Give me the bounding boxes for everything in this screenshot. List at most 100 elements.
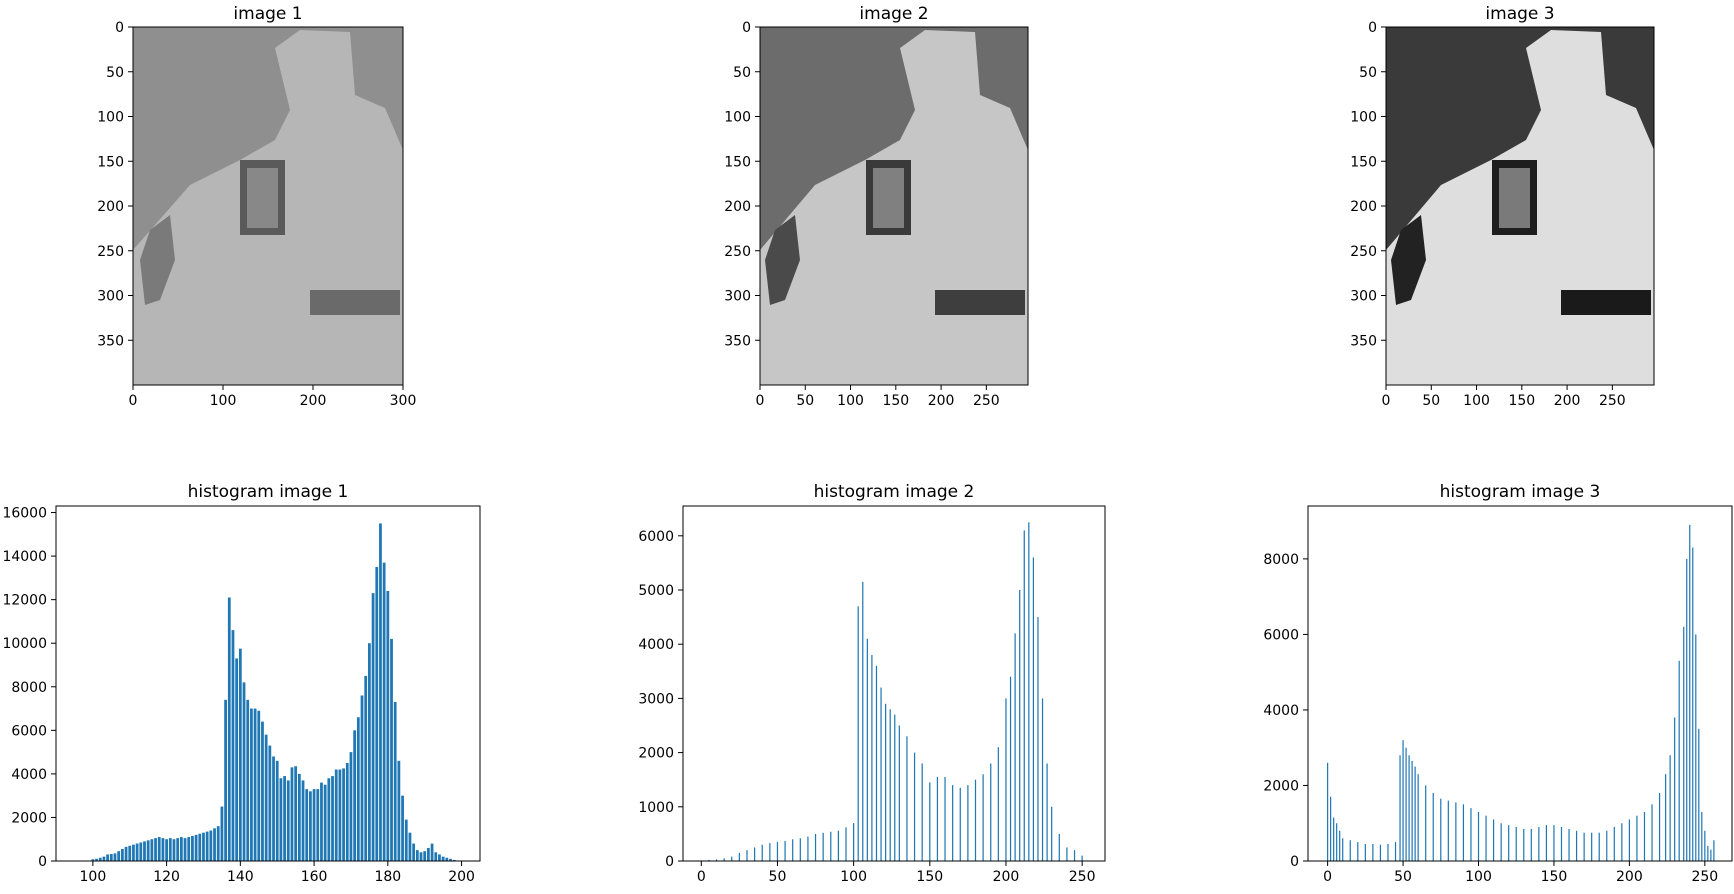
histogram-3-bar bbox=[1330, 796, 1332, 861]
histogram-1-bar bbox=[146, 840, 150, 861]
image-3-x-tick-label: 50 bbox=[1422, 393, 1440, 409]
histogram-3-bar bbox=[1432, 793, 1434, 861]
histogram-3-bar bbox=[1575, 830, 1578, 861]
histogram-1-bar bbox=[419, 852, 423, 861]
histogram-1-bar bbox=[360, 695, 364, 861]
histogram-1-bar bbox=[309, 791, 312, 861]
histogram-1-bar bbox=[227, 597, 231, 861]
histogram-3-bar bbox=[1399, 755, 1401, 861]
histogram-1-bar bbox=[91, 859, 95, 861]
image-1-x-tick-label: 200 bbox=[300, 393, 327, 409]
histogram-1-bar bbox=[113, 853, 117, 861]
histogram-2-x-tick-label: 0 bbox=[697, 869, 706, 885]
histogram-2-x-tick-label: 150 bbox=[916, 869, 943, 885]
histogram-3-bar bbox=[1628, 819, 1630, 861]
histogram-1-bar bbox=[268, 745, 272, 861]
histogram-1-bar bbox=[187, 837, 191, 861]
histogram-3-bar bbox=[1327, 762, 1329, 861]
image-3-y-tick-label: 0 bbox=[1368, 20, 1377, 36]
histogram-1-bar bbox=[157, 837, 161, 861]
histogram-3-x-tick-label: 250 bbox=[1691, 869, 1718, 885]
histogram-3-x-tick-label: 50 bbox=[1394, 869, 1412, 885]
histogram-1-x-tick-label: 180 bbox=[374, 869, 401, 885]
histogram-2-bar bbox=[792, 839, 794, 861]
histogram-2-bar bbox=[837, 830, 840, 861]
image-1-picture bbox=[133, 27, 403, 385]
image-1-x-tick-label: 300 bbox=[390, 393, 417, 409]
histogram-2-x-tick-label: 100 bbox=[840, 869, 867, 885]
histogram-1-bar bbox=[172, 839, 176, 861]
histogram-2-y-tick-label: 1000 bbox=[638, 800, 674, 816]
histogram-1-y-tick-label: 2000 bbox=[11, 810, 47, 826]
histogram-3-bar bbox=[1613, 827, 1615, 861]
histogram-2-bar bbox=[1032, 557, 1035, 861]
histogram-1-bar bbox=[323, 784, 327, 861]
histogram-2-y-axis: 0 1000 2000 3000 4000 5000 6000 bbox=[638, 529, 683, 870]
histogram-2-bar bbox=[776, 842, 779, 861]
histogram-2-bar bbox=[952, 785, 954, 861]
histogram-1-bar bbox=[415, 850, 419, 861]
histogram-1-bars bbox=[91, 523, 456, 861]
histogram-1-x-tick-label: 160 bbox=[301, 869, 328, 885]
histogram-1-bar bbox=[279, 778, 283, 861]
histogram-1-bar bbox=[386, 590, 390, 861]
histogram-1-bar bbox=[356, 717, 360, 861]
histogram-1-bar bbox=[430, 843, 434, 861]
image-panel-2: image 2 0 50 100 150 200 250 0 50 100 150 200 250 3… bbox=[724, 4, 1029, 409]
histogram-1-x-tick-label: 120 bbox=[153, 869, 180, 885]
histogram-1-bar bbox=[320, 782, 323, 861]
histogram-3-bar bbox=[1669, 755, 1671, 861]
histogram-2-bar bbox=[1041, 698, 1044, 861]
histogram-1-bar bbox=[117, 851, 121, 861]
histogram-1-y-tick-label: 0 bbox=[38, 854, 47, 870]
histogram-1-bar bbox=[452, 859, 456, 861]
histogram-2-bar bbox=[1081, 855, 1083, 861]
histogram-3-bar bbox=[1462, 804, 1465, 861]
histogram-1-bar bbox=[102, 856, 106, 861]
image-1-y-tick-label: 0 bbox=[115, 20, 124, 36]
histogram-1-bar bbox=[301, 780, 305, 861]
histogram-2-bar bbox=[1073, 850, 1076, 861]
histogram-3-bar bbox=[1508, 825, 1510, 861]
histogram-2-bar bbox=[982, 774, 984, 861]
histogram-1-bar bbox=[95, 858, 98, 861]
histogram-1-bar bbox=[445, 857, 449, 861]
histogram-2-bar bbox=[845, 827, 847, 861]
histogram-3-bar bbox=[1342, 838, 1344, 861]
histogram-2-bar bbox=[753, 847, 756, 861]
histogram-1-bar bbox=[441, 856, 445, 861]
image-3-x-tick-label: 0 bbox=[1382, 393, 1391, 409]
histogram-3-bar bbox=[1447, 800, 1449, 861]
histogram-1-x-axis: 100 120 140 160 180 200 bbox=[80, 861, 475, 885]
histogram-3-bar bbox=[1405, 747, 1407, 861]
histogram-3-bar bbox=[1636, 815, 1638, 861]
histogram-2-bar bbox=[738, 852, 740, 861]
histogram-1-bar bbox=[290, 767, 294, 861]
histogram-2-x-axis: 0 50 100 150 200 250 bbox=[697, 861, 1096, 885]
histogram-1-bar bbox=[382, 562, 386, 861]
histogram-3-y-tick-label: 2000 bbox=[1263, 778, 1299, 794]
image-2-y-tick-label: 350 bbox=[724, 333, 751, 349]
histogram-3-y-tick-label: 8000 bbox=[1263, 552, 1299, 568]
histogram-3-bar bbox=[1621, 823, 1623, 861]
image-3-x-tick-label: 150 bbox=[1508, 393, 1535, 409]
image-2-y-tick-label: 100 bbox=[724, 110, 751, 126]
histogram-2-bar bbox=[822, 832, 824, 861]
histogram-2-bar bbox=[906, 736, 908, 861]
histogram-3-bar bbox=[1455, 802, 1457, 861]
histogram-2-bar bbox=[799, 838, 801, 861]
histogram-3-bar bbox=[1698, 728, 1700, 861]
histogram-1-bar bbox=[345, 762, 349, 861]
image-2-x-tick-label: 50 bbox=[796, 393, 814, 409]
histogram-1-bar bbox=[412, 843, 416, 861]
histogram-3-x-axis: 0 50 100 150 200 250 bbox=[1323, 861, 1718, 885]
histogram-2-bar bbox=[862, 581, 864, 861]
histogram-1-bar bbox=[150, 839, 154, 861]
histogram-3-bar bbox=[1530, 828, 1532, 861]
histogram-2-title: histogram image 2 bbox=[814, 482, 975, 502]
histogram-1-bar bbox=[427, 847, 430, 861]
histogram-2-x-tick-label: 50 bbox=[769, 869, 787, 885]
histogram-1-bar bbox=[257, 710, 261, 861]
histogram-1-bar bbox=[294, 766, 298, 861]
